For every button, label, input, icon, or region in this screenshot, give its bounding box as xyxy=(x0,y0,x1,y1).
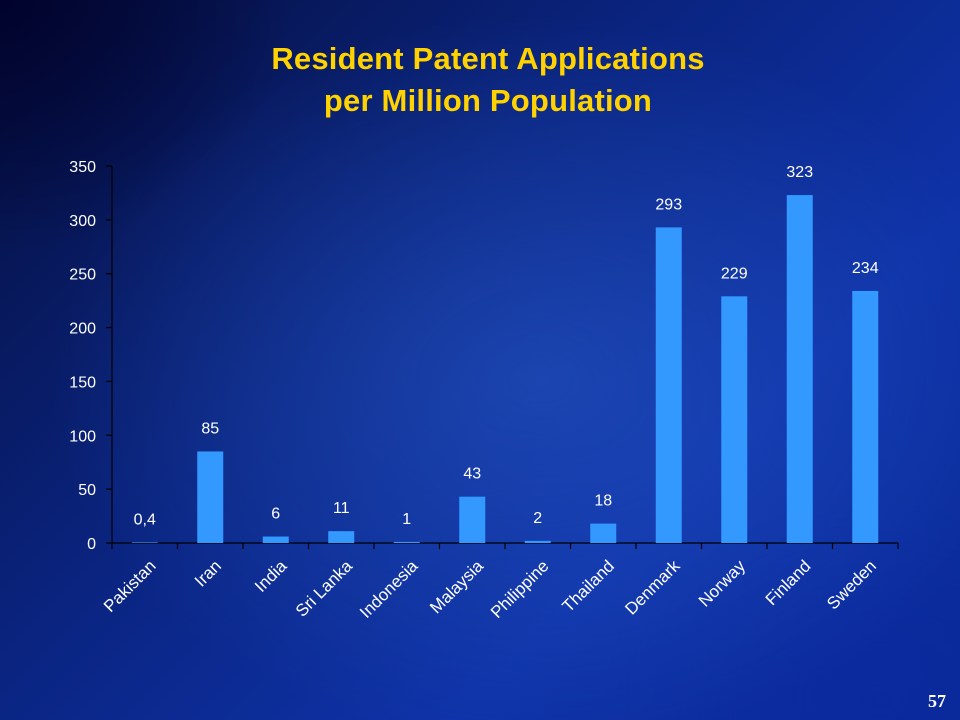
x-tick-label: Indonesia xyxy=(356,556,422,622)
data-label: 85 xyxy=(201,420,219,437)
data-label: 234 xyxy=(852,260,879,277)
chart-title-line2: per Million Population xyxy=(323,83,653,118)
y-tick-label: 100 xyxy=(69,428,96,445)
data-label: 229 xyxy=(721,265,748,282)
x-tick-label: Norway xyxy=(695,556,750,611)
x-tick-label: Thailand xyxy=(559,556,619,616)
x-tick-label: Finland xyxy=(762,556,815,609)
data-label: 293 xyxy=(655,196,682,213)
x-tick-label: India xyxy=(251,556,291,596)
data-label: 18 xyxy=(594,493,612,510)
x-tick-label: Philippine xyxy=(487,556,553,622)
bar xyxy=(328,531,355,543)
y-tick-label: 50 xyxy=(78,482,96,499)
bar xyxy=(459,496,486,543)
bar xyxy=(852,290,879,543)
x-tick-label: Iran xyxy=(191,556,225,590)
y-tick-label: 300 xyxy=(69,213,96,230)
bar xyxy=(786,195,813,543)
y-tick-label: 250 xyxy=(69,267,96,284)
data-label: 0,4 xyxy=(134,512,156,529)
bar xyxy=(197,451,224,543)
data-label: 43 xyxy=(463,466,481,483)
x-tick-label: Malaysia xyxy=(426,556,487,617)
bar xyxy=(393,541,420,543)
data-label: 11 xyxy=(333,500,350,517)
y-tick-label: 200 xyxy=(69,321,96,338)
chart-title-line1: Resident Patent Applications xyxy=(271,41,705,76)
bar xyxy=(721,296,748,543)
y-tick-label: 350 xyxy=(69,159,96,176)
bar xyxy=(131,542,158,543)
data-label: 6 xyxy=(271,506,280,523)
x-tick-label: Sweden xyxy=(823,556,880,613)
bar xyxy=(262,536,289,543)
x-tick-label: Sri Lanka xyxy=(292,556,357,621)
data-label: 323 xyxy=(786,164,813,181)
bar xyxy=(524,540,551,543)
x-tick-label: Pakistan xyxy=(100,556,160,616)
data-label: 1 xyxy=(402,511,411,528)
x-tick-label: Denmark xyxy=(621,556,684,619)
page-number: 57 xyxy=(928,691,946,711)
data-label: 2 xyxy=(533,510,542,527)
y-tick-label: 0 xyxy=(87,536,96,553)
bar xyxy=(655,227,682,543)
chart-title: Resident Patent Applications per Million… xyxy=(0,38,960,122)
y-tick-label: 150 xyxy=(69,374,96,391)
bar xyxy=(590,523,617,543)
